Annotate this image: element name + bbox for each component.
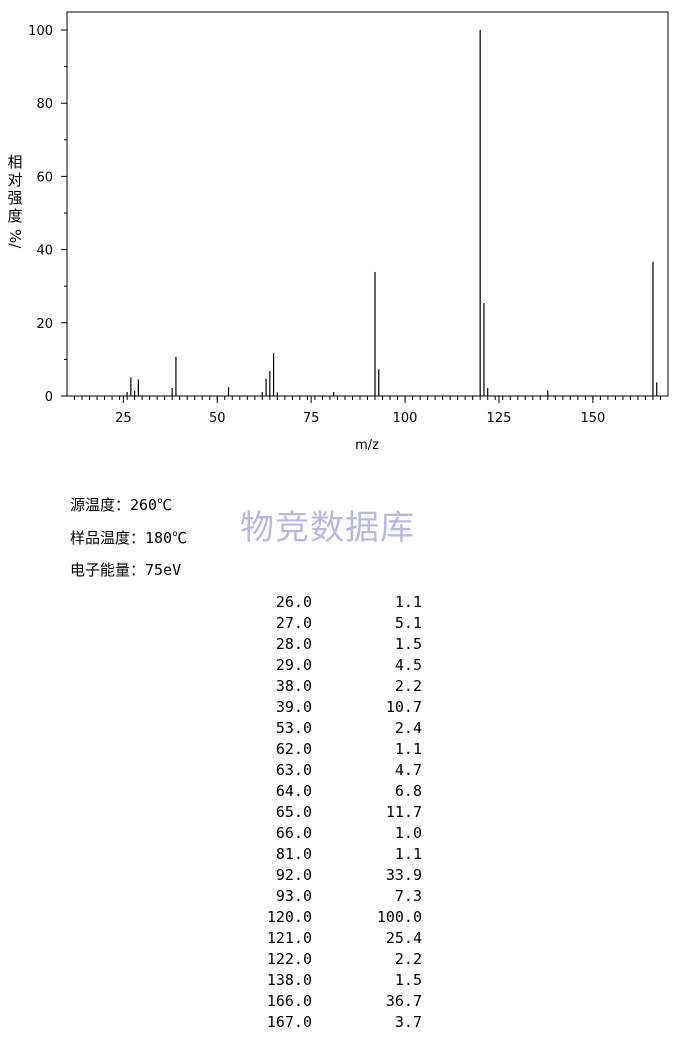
peak-table-row: 53.0 2.4 bbox=[230, 718, 422, 739]
peak-intensity-value: 2.4 bbox=[394, 719, 422, 737]
peak-intensity-value: 6.8 bbox=[394, 782, 422, 800]
y-axis-unit: %/ bbox=[6, 229, 24, 249]
peak-mz-value: 27.0 bbox=[275, 614, 312, 632]
peak-intensity-value: 5.1 bbox=[394, 614, 422, 632]
peak-intensity-value: 3.7 bbox=[394, 1013, 422, 1031]
peak-intensity-value: 1.1 bbox=[394, 740, 422, 758]
peak-table-row: 93.0 7.3 bbox=[230, 886, 422, 907]
y-axis-label: 相 对 强 度 %/ bbox=[6, 153, 24, 249]
peak-mz-value: 29.0 bbox=[275, 656, 312, 674]
peak-table-row: 66.0 1.0 bbox=[230, 823, 422, 844]
y-tick-label: 80 bbox=[36, 97, 53, 112]
peak-mz-value: 26.0 bbox=[275, 593, 312, 611]
y-tick-label: 40 bbox=[36, 244, 53, 259]
y-axis-label-char: 强 bbox=[7, 189, 23, 207]
peak-mz-value: 166.0 bbox=[266, 992, 312, 1010]
x-tick-label: 50 bbox=[209, 411, 226, 426]
spectrum-peaks bbox=[126, 30, 658, 396]
peak-mz-value: 66.0 bbox=[275, 824, 312, 842]
peak-intensity-value: 1.1 bbox=[394, 593, 422, 611]
peak-intensity-value: 2.2 bbox=[394, 950, 422, 968]
electron-energy: 电子能量：75eV bbox=[70, 561, 182, 579]
peak-table-row: 64.0 6.8 bbox=[230, 781, 422, 802]
peak-mz-value: 93.0 bbox=[275, 887, 312, 905]
y-tick-label: 0 bbox=[45, 390, 53, 405]
x-tick-label: 75 bbox=[303, 411, 320, 426]
peak-table-row: 62.0 1.1 bbox=[230, 739, 422, 760]
peak-mz-value: 64.0 bbox=[275, 782, 312, 800]
y-tick-label: 100 bbox=[28, 24, 53, 39]
x-tick-label: 150 bbox=[580, 411, 605, 426]
x-axis: 25 50 75 100 125 150 bbox=[115, 396, 605, 426]
x-tick-label: 25 bbox=[115, 411, 132, 426]
peak-mz-value: 62.0 bbox=[275, 740, 312, 758]
peak-table-row: 27.0 5.1 bbox=[230, 613, 422, 634]
watermark: 物竞数据库 bbox=[240, 508, 415, 548]
peak-mz-value: 38.0 bbox=[275, 677, 312, 695]
peak-intensity-value: 11.7 bbox=[385, 803, 422, 821]
peak-table: 26.0 1.1 27.0 5.1 28.0 1.5 29.0 4.5 38.0 2.2 39.0 1… bbox=[230, 592, 422, 1033]
peak-table-row: 138.0 1.5 bbox=[230, 970, 422, 991]
peak-mz-value: 92.0 bbox=[275, 866, 312, 884]
peak-table-row: 63.0 4.7 bbox=[230, 760, 422, 781]
mass-spectrum-chart: 0 20 40 60 80 100 25 50 75 100 125 150 m/z bbox=[28, 11, 669, 453]
plot-frame bbox=[66, 11, 669, 397]
peak-mz-value: 167.0 bbox=[266, 1013, 312, 1031]
x-axis-label: m/z bbox=[355, 438, 379, 453]
peak-mz-value: 120.0 bbox=[266, 908, 312, 926]
peak-table-row: 120.0 100.0 bbox=[230, 907, 422, 928]
peak-mz-value: 65.0 bbox=[275, 803, 312, 821]
peak-table-row: 81.0 1.1 bbox=[230, 844, 422, 865]
peak-table-row: 39.0 10.7 bbox=[230, 697, 422, 718]
peak-table-row: 122.0 2.2 bbox=[230, 949, 422, 970]
peak-table-row: 28.0 1.5 bbox=[230, 634, 422, 655]
peak-mz-value: 121.0 bbox=[266, 929, 312, 947]
y-axis-label-char: 度 bbox=[7, 207, 23, 225]
peak-intensity-value: 1.0 bbox=[394, 824, 422, 842]
peak-mz-value: 39.0 bbox=[275, 698, 312, 716]
peak-table-row: 29.0 4.5 bbox=[230, 655, 422, 676]
peak-table-row: 166.0 36.7 bbox=[230, 991, 422, 1012]
y-tick-label: 60 bbox=[36, 170, 53, 185]
peak-mz-value: 81.0 bbox=[275, 845, 312, 863]
peak-intensity-value: 100.0 bbox=[376, 908, 422, 926]
y-axis: 0 20 40 60 80 100 bbox=[28, 24, 67, 405]
peak-intensity-value: 4.5 bbox=[394, 656, 422, 674]
peak-intensity-value: 4.7 bbox=[394, 761, 422, 779]
peak-intensity-value: 1.1 bbox=[394, 845, 422, 863]
peak-table-row: 167.0 3.7 bbox=[230, 1012, 422, 1033]
peak-intensity-value: 1.5 bbox=[394, 971, 422, 989]
y-tick-label: 20 bbox=[36, 317, 53, 332]
peak-table-row: 92.0 33.9 bbox=[230, 865, 422, 886]
peak-mz-value: 122.0 bbox=[266, 950, 312, 968]
source-temperature: 源温度：260℃ bbox=[70, 496, 173, 514]
peak-intensity-value: 25.4 bbox=[385, 929, 422, 947]
y-axis-label-char: 相 bbox=[7, 153, 23, 171]
peak-intensity-value: 36.7 bbox=[385, 992, 422, 1010]
peak-mz-value: 138.0 bbox=[266, 971, 312, 989]
peak-intensity-value: 33.9 bbox=[385, 866, 422, 884]
y-axis-label-char: 对 bbox=[7, 171, 23, 189]
peak-table-row: 65.0 11.7 bbox=[230, 802, 422, 823]
peak-table-row: 38.0 2.2 bbox=[230, 676, 422, 697]
peak-intensity-value: 2.2 bbox=[394, 677, 422, 695]
peak-table-row: 26.0 1.1 bbox=[230, 592, 422, 613]
peak-intensity-value: 10.7 bbox=[385, 698, 422, 716]
x-minor-ticks bbox=[74, 396, 661, 400]
peak-table-row: 121.0 25.4 bbox=[230, 928, 422, 949]
peak-mz-value: 28.0 bbox=[275, 635, 312, 653]
x-tick-label: 100 bbox=[393, 411, 418, 426]
sample-temperature: 样品温度：180℃ bbox=[70, 529, 188, 547]
peak-intensity-value: 7.3 bbox=[394, 887, 422, 905]
peak-mz-value: 63.0 bbox=[275, 761, 312, 779]
x-tick-label: 125 bbox=[487, 411, 512, 426]
peak-intensity-value: 1.5 bbox=[394, 635, 422, 653]
peak-mz-value: 53.0 bbox=[275, 719, 312, 737]
